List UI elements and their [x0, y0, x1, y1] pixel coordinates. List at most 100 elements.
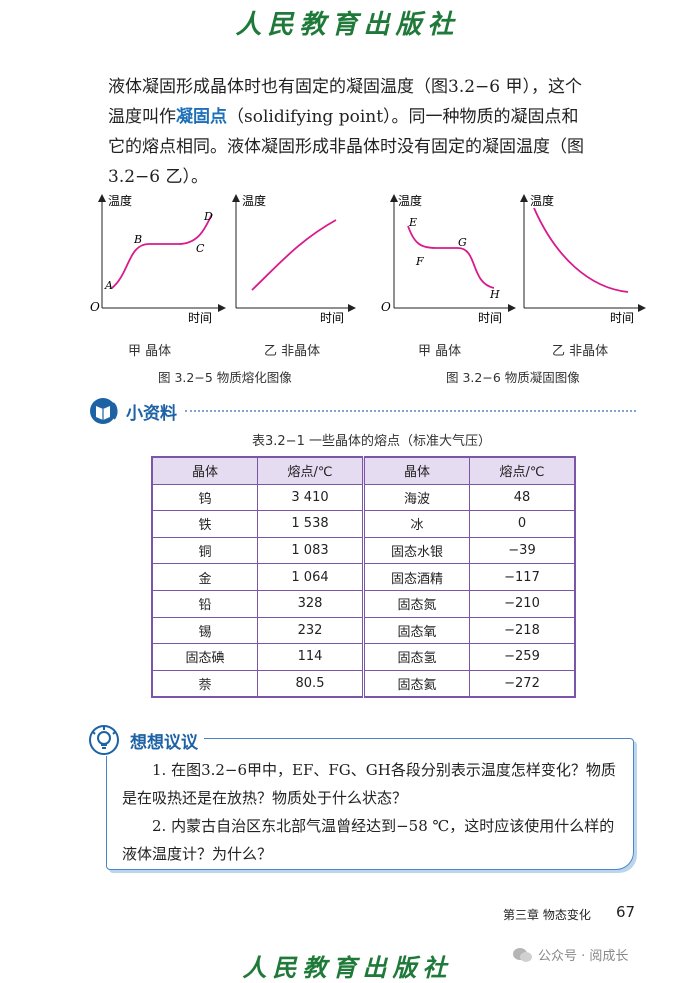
cell-substance: 固态氦: [362, 669, 470, 698]
cell-value: −210: [469, 589, 576, 618]
cell-substance: 萘: [151, 669, 258, 698]
cell-value: 1 064: [257, 563, 364, 591]
table-row: 固态碘 114 固态氢 −259: [151, 643, 576, 671]
graph1-origin: O: [90, 300, 100, 314]
graph-melting-amorphous: 温度 时间: [232, 193, 356, 325]
cell-value: 3 410: [257, 483, 364, 512]
graph4-sublabel: 乙 非晶体: [552, 344, 609, 359]
think-discuss-box: [106, 738, 634, 870]
cell-substance: 固态碘: [151, 643, 258, 671]
point-d: D: [203, 210, 213, 223]
cell-substance: 固态酒精: [362, 563, 470, 591]
paragraph-text-2: （solidifying point）。同一种物质的凝固点和它的熔点相同。液体凝…: [108, 107, 584, 187]
paragraph-text-1: 液体凝固形成晶体时也有固定的凝固温度（图3.2−6 甲），这个温度叫作: [108, 77, 582, 127]
header-crystal-1: 晶体: [151, 456, 258, 485]
graph3-curve: [407, 225, 495, 289]
cell-substance: 铅: [151, 589, 258, 618]
publisher-logo-top: 人民教育出版社: [235, 10, 460, 40]
header-melting-1: 熔点/℃: [257, 456, 364, 485]
point-a: A: [104, 279, 113, 292]
watermark-text: 公众号 · 阅成长: [538, 949, 629, 964]
graph3-y-label: 温度: [398, 193, 422, 208]
graph3-origin: O: [381, 300, 391, 314]
cell-substance: 金: [151, 563, 258, 591]
graph1-curve: [111, 213, 213, 289]
body-paragraph: 液体凝固形成晶体时也有固定的凝固温度（图3.2−6 甲），这个温度叫作凝固点（s…: [108, 72, 588, 192]
graph4-curve: [533, 207, 629, 293]
cell-value: −218: [469, 616, 576, 645]
info-section-header: 小资料: [88, 396, 636, 426]
table-row: 萘 80.5 固态氦 −272: [151, 669, 576, 698]
graph3-x-label: 时间: [478, 311, 502, 325]
cell-substance: 冰: [362, 510, 470, 538]
think-section-title: 想想议议: [130, 732, 198, 753]
cell-substance: 海波: [362, 483, 470, 512]
graph-solidifying-amorphous: 温度 时间: [520, 193, 646, 325]
table-header-row: 晶体 熔点/℃ 晶体 熔点/℃: [151, 456, 576, 485]
cell-value: 1 083: [257, 536, 364, 565]
cell-substance: 固态氢: [362, 643, 470, 671]
point-f: F: [415, 255, 424, 268]
cell-value: 328: [257, 589, 364, 618]
point-c: C: [196, 242, 205, 255]
cell-value: 232: [257, 616, 364, 645]
figure-caption-3-2-6: 图 3.2−6 物质凝固图像: [446, 370, 580, 385]
graph4-y-label: 温度: [530, 193, 554, 208]
lightbulb-icon: [89, 725, 119, 755]
melting-point-table: 晶体 熔点/℃ 晶体 熔点/℃ 钨 3 410 海波 48 铁 1 538 冰 …: [151, 456, 576, 699]
watermark: 公众号 · 阅成长: [512, 945, 628, 964]
think-section-header: 想想议议: [88, 724, 204, 756]
cell-value: 0: [469, 510, 576, 538]
question-2: 2. 内蒙古自治区东北部气温曾经达到−58 ℃，这时应该使用什么样的液体温度计？…: [122, 817, 615, 863]
cell-value: 48: [469, 483, 576, 512]
header-melting-2: 熔点/℃: [469, 456, 576, 485]
cell-value: −272: [469, 669, 576, 698]
graphs-svg: 温度 时间 O A B C D 温度 时间 温度 时间 O E F G H: [90, 193, 646, 325]
graph2-x-label: 时间: [320, 311, 344, 325]
chapter-label: 第三章 物态变化: [503, 908, 591, 922]
figure-caption-3-2-5: 图 3.2−5 物质熔化图像: [158, 370, 292, 385]
cell-value: 80.5: [257, 669, 364, 698]
graph1-x-label: 时间: [188, 311, 212, 325]
cell-substance: 固态水银: [362, 536, 470, 565]
graph4-x-label: 时间: [610, 311, 634, 325]
question-1: 1. 在图3.2−6甲中，EF、FG、GH各段分别表示温度怎样变化？物质是在吸热…: [122, 761, 616, 807]
cell-substance: 固态氧: [362, 616, 470, 645]
table-row: 钨 3 410 海波 48: [151, 483, 576, 512]
graph-solidifying-crystal: 温度 时间 O E F G H: [381, 193, 516, 325]
graph2-curve: [251, 219, 337, 291]
header-crystal-2: 晶体: [362, 456, 470, 485]
graph3-sublabel: 甲 晶体: [418, 344, 462, 359]
table-row: 锡 232 固态氧 −218: [151, 616, 576, 645]
table-row: 金 1 064 固态酒精 −117: [151, 563, 576, 591]
cell-value: 114: [257, 643, 364, 671]
cell-substance: 钨: [151, 483, 258, 512]
cell-substance: 铁: [151, 510, 258, 538]
table-caption: 表3.2−1 一些晶体的熔点（标准大气压）: [252, 434, 491, 449]
cell-value: −259: [469, 643, 576, 671]
graphs-row: 温度 时间 O A B C D 温度 时间 温度 时间 O E F G H: [0, 188, 695, 348]
wechat-icon: [513, 947, 532, 962]
cell-substance: 铜: [151, 536, 258, 565]
table-row: 铜 1 083 固态水银 −39: [151, 536, 576, 565]
book-icon: [90, 398, 118, 424]
info-section-divider: [185, 410, 636, 412]
publisher-logo-bottom: 人民教育出版社: [242, 953, 453, 982]
cell-value: −39: [469, 536, 576, 565]
cell-substance: 固态氮: [362, 589, 470, 618]
cell-substance: 锡: [151, 616, 258, 645]
point-h: H: [489, 288, 500, 301]
cell-value: −117: [469, 563, 576, 591]
point-g: G: [458, 236, 467, 249]
table-row: 铁 1 538 冰 0: [151, 510, 576, 538]
graph1-y-label: 温度: [108, 193, 132, 208]
graph1-sublabel: 甲 晶体: [128, 344, 172, 359]
key-term: 凝固点: [176, 107, 227, 127]
page-number: 67: [616, 903, 636, 921]
point-b: B: [133, 233, 142, 246]
graph2-sublabel: 乙 非晶体: [264, 344, 321, 359]
point-e: E: [408, 216, 417, 229]
graph-melting-crystal: 温度 时间 O A B C D: [90, 193, 226, 325]
table-row: 铅 328 固态氮 −210: [151, 589, 576, 618]
info-section-title: 小资料: [126, 403, 177, 424]
